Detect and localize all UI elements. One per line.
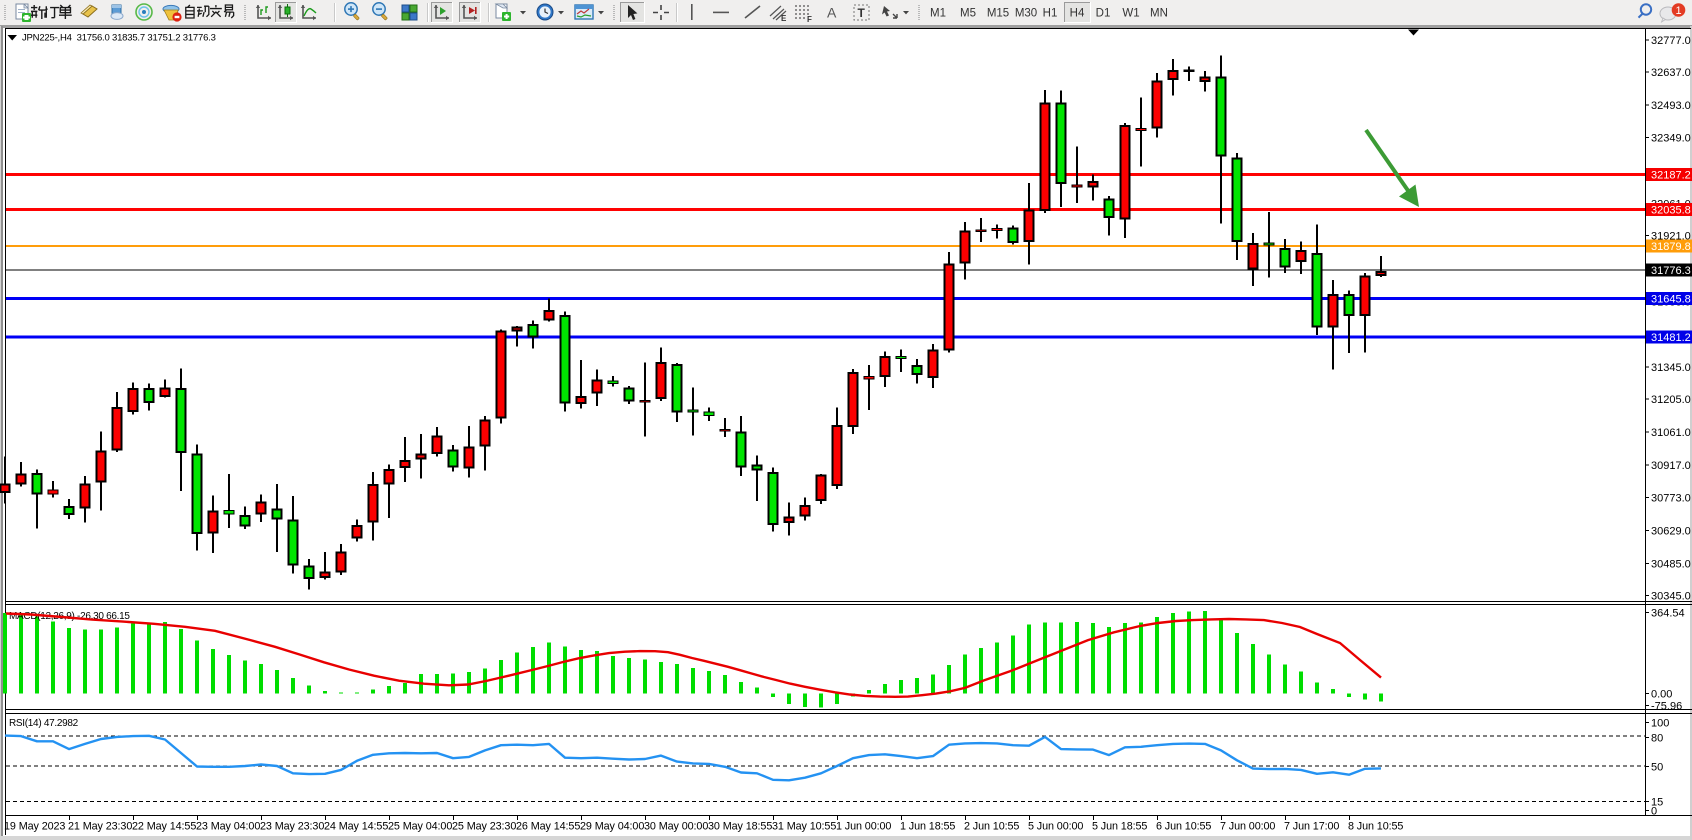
svg-text:31061.0: 31061.0 — [1651, 427, 1691, 439]
svg-text:31645.8: 31645.8 — [1651, 294, 1691, 306]
svg-text:JPN225-,H4 31756.0 31835.7 31: JPN225-,H4 31756.0 31835.7 31751.2 31776… — [22, 33, 216, 44]
svg-text:T: T — [858, 6, 866, 20]
svg-text:-75.96: -75.96 — [1651, 701, 1682, 713]
svg-text:22 May 14:55: 22 May 14:55 — [132, 821, 196, 833]
svg-text:30485.0: 30485.0 — [1651, 558, 1691, 570]
svg-text:RSI(14) 47.2982: RSI(14) 47.2982 — [9, 718, 79, 729]
svg-text:15: 15 — [1651, 797, 1663, 809]
svg-text:H4: H4 — [1070, 8, 1085, 20]
svg-text:80: 80 — [1651, 732, 1663, 744]
svg-text:23 May 04:00: 23 May 04:00 — [196, 821, 260, 833]
svg-text:30629.0: 30629.0 — [1651, 526, 1691, 538]
svg-text:1 Jun 18:55: 1 Jun 18:55 — [900, 821, 955, 833]
svg-text:F: F — [807, 15, 812, 24]
svg-text:6 Jun 10:55: 6 Jun 10:55 — [1156, 821, 1211, 833]
svg-text:30345.0: 30345.0 — [1651, 590, 1691, 602]
svg-text:1 Jun 00:00: 1 Jun 00:00 — [836, 821, 891, 833]
svg-text:29 May 04:00: 29 May 04:00 — [580, 821, 644, 833]
svg-text:M5: M5 — [960, 8, 976, 20]
svg-text:1: 1 — [1675, 5, 1681, 17]
svg-text:M1: M1 — [930, 8, 946, 20]
svg-text:M15: M15 — [987, 8, 1009, 20]
svg-text:31879.8: 31879.8 — [1651, 241, 1691, 253]
svg-text:0: 0 — [1651, 805, 1657, 817]
svg-text:7 Jun 00:00: 7 Jun 00:00 — [1220, 821, 1275, 833]
svg-text:30 May 00:00: 30 May 00:00 — [644, 821, 708, 833]
svg-text:32187.2: 32187.2 — [1651, 170, 1691, 182]
svg-text:31205.0: 31205.0 — [1651, 394, 1691, 406]
svg-text:23 May 23:30: 23 May 23:30 — [260, 821, 324, 833]
svg-text:32349.0: 32349.0 — [1651, 133, 1691, 145]
svg-text:A: A — [827, 5, 837, 21]
svg-text:24 May 14:55: 24 May 14:55 — [324, 821, 388, 833]
svg-text:31481.2: 31481.2 — [1651, 332, 1691, 344]
svg-text:21 May 23:30: 21 May 23:30 — [68, 821, 132, 833]
svg-text:0.00: 0.00 — [1651, 689, 1672, 701]
svg-text:32637.0: 32637.0 — [1651, 67, 1691, 79]
svg-text:5 Jun 18:55: 5 Jun 18:55 — [1092, 821, 1147, 833]
svg-text:25 May 23:30: 25 May 23:30 — [452, 821, 516, 833]
svg-text:2 Jun 10:55: 2 Jun 10:55 — [964, 821, 1019, 833]
svg-text:M30: M30 — [1015, 8, 1037, 20]
svg-text:32035.8: 32035.8 — [1651, 205, 1691, 217]
svg-text:31776.3: 31776.3 — [1651, 265, 1691, 277]
svg-text:31345.0: 31345.0 — [1651, 362, 1691, 374]
svg-text:D1: D1 — [1096, 8, 1111, 20]
svg-text:H1: H1 — [1043, 8, 1058, 20]
svg-text:8 Jun 10:55: 8 Jun 10:55 — [1348, 821, 1403, 833]
svg-text:5 Jun 00:00: 5 Jun 00:00 — [1028, 821, 1083, 833]
svg-text:30773.0: 30773.0 — [1651, 493, 1691, 505]
svg-text:31 May 10:55: 31 May 10:55 — [772, 821, 836, 833]
svg-text:50: 50 — [1651, 762, 1663, 774]
svg-text:MN: MN — [1150, 8, 1168, 20]
svg-text:26 May 14:55: 26 May 14:55 — [516, 821, 580, 833]
svg-text:364.54: 364.54 — [1651, 608, 1685, 620]
svg-text:100: 100 — [1651, 717, 1669, 729]
svg-text:32493.0: 32493.0 — [1651, 100, 1691, 112]
svg-text:19 May 2023: 19 May 2023 — [4, 821, 65, 833]
svg-text:7 Jun 17:00: 7 Jun 17:00 — [1284, 821, 1339, 833]
svg-text:30917.0: 30917.0 — [1651, 460, 1691, 472]
svg-text:32777.0: 32777.0 — [1651, 35, 1691, 47]
svg-text:30 May 18:55: 30 May 18:55 — [708, 821, 772, 833]
svg-text:25 May 04:00: 25 May 04:00 — [388, 821, 452, 833]
svg-text:W1: W1 — [1122, 8, 1139, 20]
svg-text:E: E — [781, 14, 787, 23]
